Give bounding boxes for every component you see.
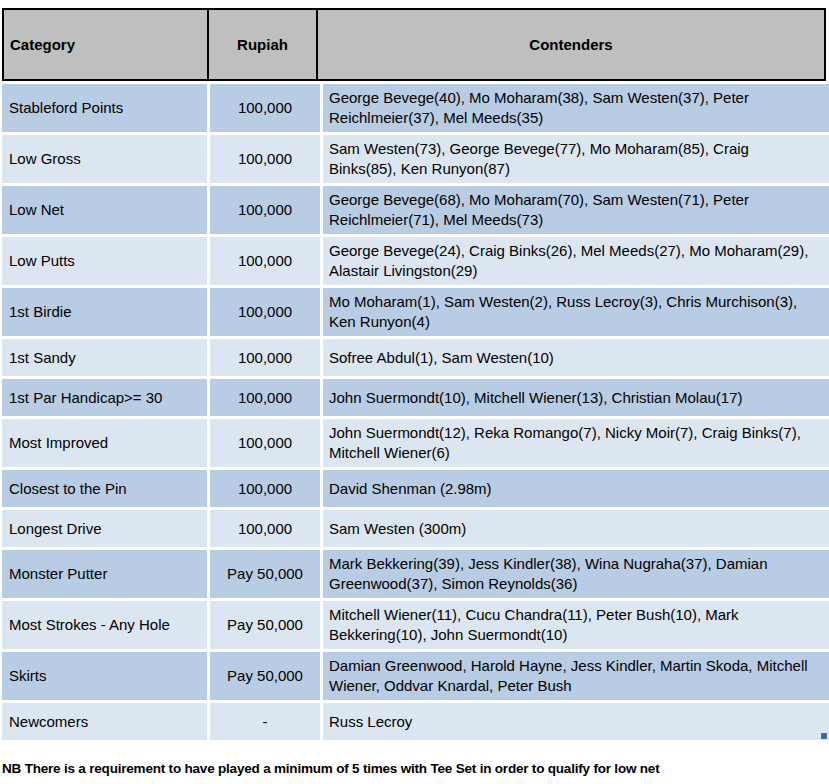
contenders-cell[interactable]: Sofree Abdul(1), Sam Westen(10) [323,339,829,376]
table-row: Monster Putter Pay 50,000 Mark Bekkering… [2,550,829,598]
footnote: NB There is a requirement to have played… [2,761,829,776]
table-row: Low Gross 100,000 Sam Westen(73), George… [2,135,829,183]
category-cell[interactable]: Most Improved [2,419,207,467]
rupiah-cell[interactable]: 100,000 [210,470,320,507]
header-cell-contenders[interactable]: Contenders [316,10,824,79]
rupiah-cell[interactable]: Pay 50,000 [210,652,320,700]
contenders-cell[interactable]: Mark Bekkering(39), Jess Kindler(38), Wi… [323,550,829,598]
header-cell-category[interactable]: Category [4,10,207,79]
contenders-cell[interactable]: Sam Westen (300m) [323,510,829,547]
table-row: Longest Drive 100,000 Sam Westen (300m) [2,510,829,547]
table-row: Stableford Points 100,000 George Bevege(… [2,84,829,132]
table-row: Low Putts 100,000 George Bevege(24), Cra… [2,237,829,285]
table-row: Most Improved 100,000 John Suermondt(12)… [2,419,829,467]
table-row: Closest to the Pin 100,000 David Shenman… [2,470,829,507]
category-cell[interactable]: Low Putts [2,237,207,285]
table-row: 1st Birdie 100,000 Mo Moharam(1), Sam We… [2,288,829,336]
rupiah-cell[interactable]: 100,000 [210,510,320,547]
table-header-row: Category Rupiah Contenders [2,8,826,81]
rupiah-cell[interactable]: 100,000 [210,339,320,376]
category-cell[interactable]: Most Strokes - Any Hole [2,601,207,649]
category-cell[interactable]: Low Net [2,186,207,234]
rupiah-cell[interactable]: 100,000 [210,186,320,234]
table-row: Most Strokes - Any Hole Pay 50,000 Mitch… [2,601,829,649]
rupiah-cell[interactable]: - [210,703,320,740]
rupiah-cell[interactable]: 100,000 [210,419,320,467]
rupiah-cell[interactable]: 100,000 [210,379,320,416]
contenders-cell[interactable]: Mo Moharam(1), Sam Westen(2), Russ Lecro… [323,288,829,336]
category-cell[interactable]: 1st Par Handicap>= 30 [2,379,207,416]
fill-handle[interactable] [821,733,827,739]
rupiah-cell[interactable]: Pay 50,000 [210,601,320,649]
contenders-cell[interactable]: George Bevege(68), Mo Moharam(70), Sam W… [323,186,829,234]
table-row: 1st Sandy 100,000 Sofree Abdul(1), Sam W… [2,339,829,376]
category-cell[interactable]: Closest to the Pin [2,470,207,507]
table-row: 1st Par Handicap>= 30 100,000 John Suerm… [2,379,829,416]
rupiah-cell[interactable]: 100,000 [210,84,320,132]
prize-table: Category Rupiah Contenders Stableford Po… [2,8,829,740]
rupiah-cell[interactable]: 100,000 [210,288,320,336]
contenders-cell[interactable]: Russ Lecroy [323,703,829,740]
category-cell[interactable]: 1st Sandy [2,339,207,376]
contenders-cell[interactable]: John Suermondt(10), Mitchell Wiener(13),… [323,379,829,416]
contenders-cell[interactable]: Mitchell Wiener(11), Cucu Chandra(11), P… [323,601,829,649]
contenders-cell[interactable]: David Shenman (2.98m) [323,470,829,507]
table-row: Skirts Pay 50,000 Damian Greenwood, Haro… [2,652,829,700]
category-cell[interactable]: Monster Putter [2,550,207,598]
table-body: Stableford Points 100,000 George Bevege(… [2,84,829,740]
table-row: Low Net 100,000 George Bevege(68), Mo Mo… [2,186,829,234]
rupiah-cell[interactable]: 100,000 [210,135,320,183]
category-cell[interactable]: Skirts [2,652,207,700]
category-cell[interactable]: 1st Birdie [2,288,207,336]
rupiah-cell[interactable]: 100,000 [210,237,320,285]
contenders-cell[interactable]: John Suermondt(12), Reka Romango(7), Nic… [323,419,829,467]
contenders-cell[interactable]: George Bevege(24), Craig Binks(26), Mel … [323,237,829,285]
header-cell-rupiah[interactable]: Rupiah [207,10,316,79]
category-cell[interactable]: Stableford Points [2,84,207,132]
contenders-cell[interactable]: George Bevege(40), Mo Moharam(38), Sam W… [323,84,829,132]
category-cell[interactable]: Longest Drive [2,510,207,547]
category-cell[interactable]: Low Gross [2,135,207,183]
category-cell[interactable]: Newcomers [2,703,207,740]
table-row: Newcomers - Russ Lecroy [2,703,829,740]
contenders-cell[interactable]: Sam Westen(73), George Bevege(77), Mo Mo… [323,135,829,183]
spreadsheet-page: Category Rupiah Contenders Stableford Po… [0,0,829,784]
rupiah-cell[interactable]: Pay 50,000 [210,550,320,598]
contenders-cell[interactable]: Damian Greenwood, Harold Hayne, Jess Kin… [323,652,829,700]
